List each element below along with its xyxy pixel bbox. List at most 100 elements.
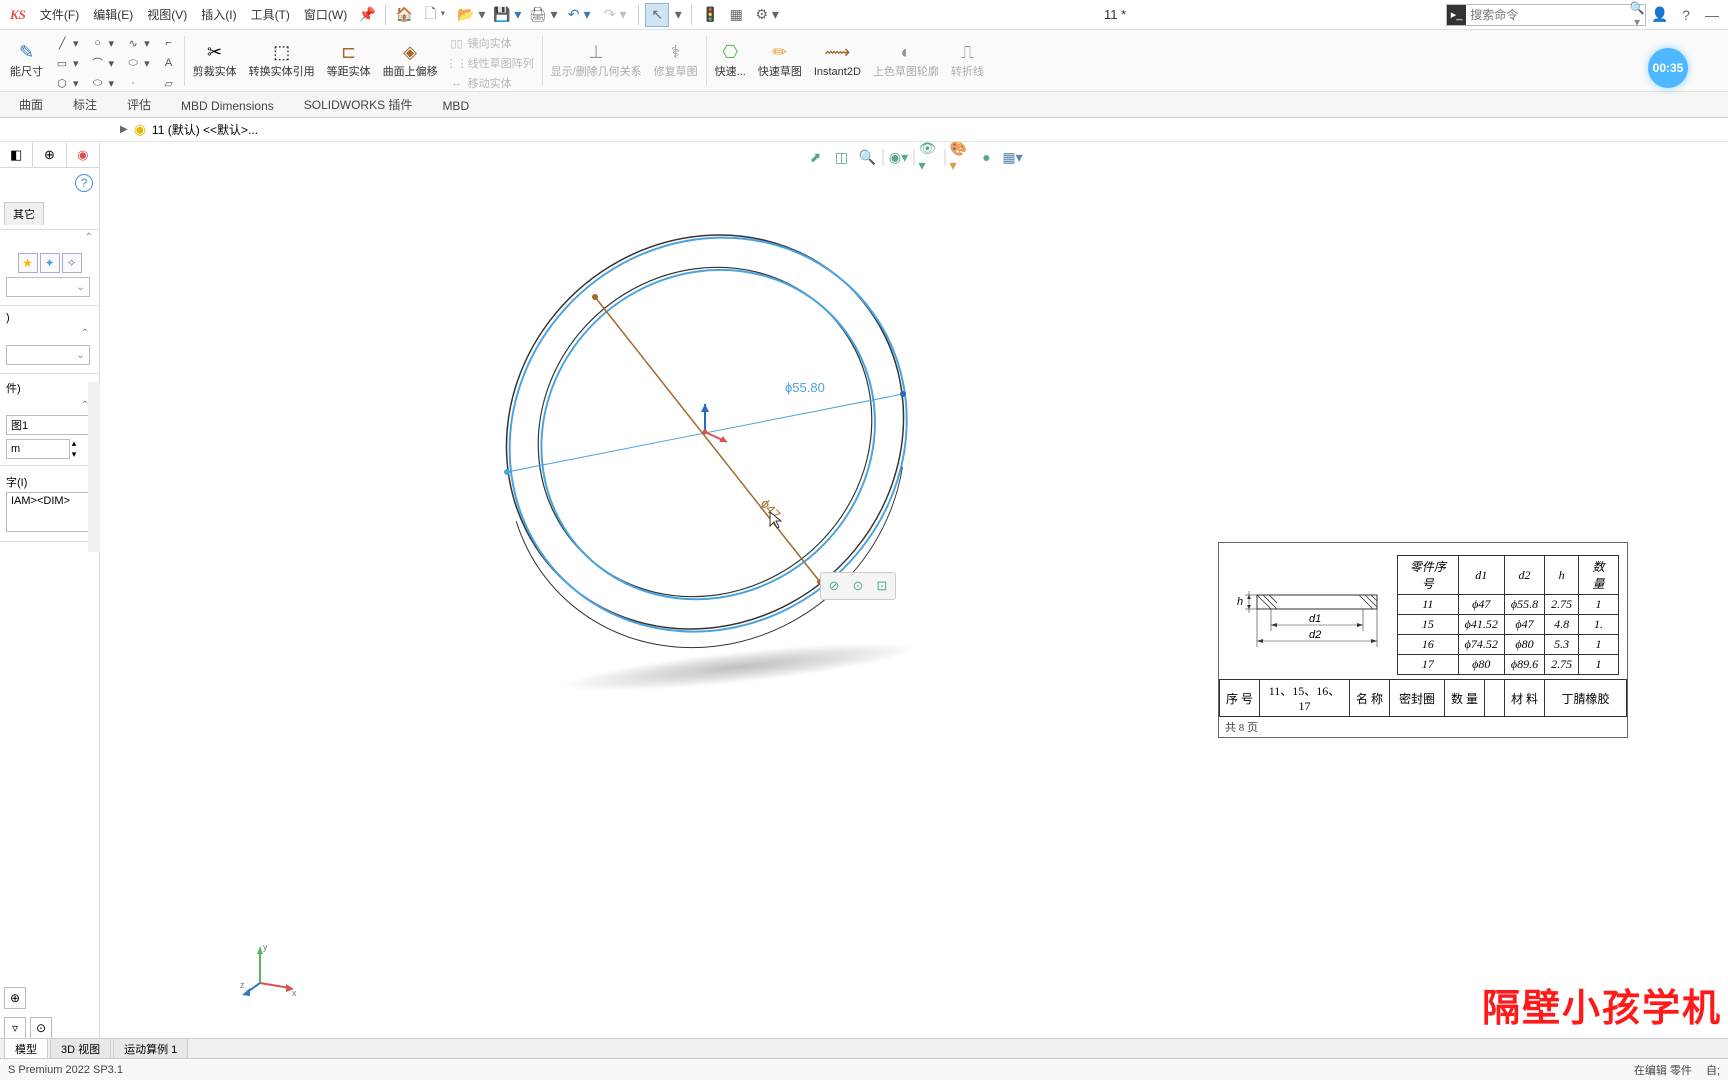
section-collapse-1[interactable]: ⌃ bbox=[0, 230, 99, 245]
slot-tool[interactable]: ⬭▾ bbox=[122, 54, 154, 72]
offset-button[interactable]: ⊏ 等距实体 bbox=[321, 32, 377, 88]
ctx-autodim-icon[interactable]: ⊙ bbox=[847, 575, 869, 597]
trim-button[interactable]: ✂ 剪裁实体 bbox=[187, 32, 243, 88]
side-dropdown-2[interactable]: ⌄ bbox=[6, 345, 90, 365]
breadcrumb-part-name[interactable]: 11 (默认) <<默认>... bbox=[152, 121, 258, 138]
surface-offset-button[interactable]: ◈ 曲面上偏移 bbox=[377, 32, 444, 88]
home-icon[interactable]: 🏠 bbox=[392, 3, 416, 27]
rebuild-icon[interactable]: 🚦 bbox=[698, 3, 722, 27]
search-input[interactable] bbox=[1466, 8, 1629, 22]
menu-insert[interactable]: 插入(I) bbox=[195, 2, 242, 27]
side-input-2[interactable] bbox=[6, 439, 70, 459]
btab-model[interactable]: 模型 bbox=[4, 1038, 48, 1059]
tab-mbd[interactable]: MBD bbox=[427, 94, 484, 117]
render-icon[interactable]: ▦▾ bbox=[1002, 146, 1024, 168]
search-type-icon[interactable]: 🔍▾ bbox=[1629, 1, 1645, 29]
appearance-icon[interactable]: 🎨▾ bbox=[950, 146, 972, 168]
graphics-viewport[interactable]: ⬈ ◫ 🔍 ◉▾ 👁▾ 🎨▾ ● ▦▾ bbox=[100, 142, 1728, 1058]
options-icon[interactable]: ▦ bbox=[724, 3, 748, 27]
scene-icon[interactable]: ● bbox=[976, 146, 998, 168]
dim-text-area[interactable]: IAM><DIM> bbox=[6, 492, 90, 532]
display-style-icon[interactable]: ◉▾ bbox=[888, 146, 910, 168]
plane-tool[interactable]: ▱ bbox=[158, 74, 180, 92]
btab-3dview[interactable]: 3D 视图 bbox=[50, 1038, 111, 1059]
convert-entities-button[interactable]: ⬚ 转换实体引用 bbox=[243, 32, 321, 88]
panel-tab-2[interactable]: ⊕ bbox=[33, 142, 66, 167]
menu-edit[interactable]: 编辑(E) bbox=[87, 2, 139, 27]
poly-tool[interactable]: ⬡▾ bbox=[51, 74, 83, 92]
side-input-1[interactable] bbox=[6, 415, 90, 435]
side-tool-center[interactable]: ⊕ bbox=[4, 987, 26, 1009]
user-icon[interactable]: 👤 bbox=[1648, 3, 1672, 27]
panel-tab-1[interactable]: ◧ bbox=[0, 142, 33, 167]
spinner-down[interactable]: ▾ bbox=[72, 449, 77, 460]
spline-tool[interactable]: ∿▾ bbox=[122, 34, 154, 52]
sketch-tools-3: ∿▾ ⬭▾ · bbox=[120, 32, 156, 94]
tab-evaluate[interactable]: 评估 bbox=[112, 91, 166, 117]
rect-tool[interactable]: ▭▾ bbox=[51, 54, 83, 72]
side-tool-a[interactable]: ▿ bbox=[4, 1017, 26, 1039]
quick-sketch-button[interactable]: ✏ 快速草图 bbox=[752, 32, 808, 88]
app-logo: KS bbox=[4, 7, 32, 23]
open-icon[interactable]: 📂 ▾ bbox=[454, 3, 488, 27]
minimize-icon[interactable]: — bbox=[1700, 3, 1724, 27]
axis-triad[interactable]: y x z bbox=[240, 938, 300, 998]
section-collapse-3[interactable]: ⌃ bbox=[4, 398, 95, 413]
print-icon[interactable]: 🖨 ▾ bbox=[526, 3, 560, 27]
panel-subtab-other[interactable]: 其它 bbox=[4, 202, 44, 225]
status-bar: S Premium 2022 SP3.1 在编辑 零件 自; bbox=[0, 1058, 1728, 1080]
panel-tab-3[interactable]: ◉ bbox=[67, 142, 99, 167]
menu-window[interactable]: 窗口(W) bbox=[298, 2, 353, 27]
command-tabs: 曲面 标注 评估 MBD Dimensions SOLIDWORKS 插件 MB… bbox=[0, 92, 1728, 118]
ref-th-1: d1 bbox=[1458, 556, 1504, 595]
select-icon[interactable]: ↖ bbox=[645, 3, 669, 27]
settings-icon[interactable]: ⚙ ▾ bbox=[750, 3, 784, 27]
pin-icon[interactable]: 📌 bbox=[355, 3, 379, 27]
ctx-lock-icon[interactable]: ⊡ bbox=[871, 575, 893, 597]
circle-tool[interactable]: ○▾ bbox=[87, 34, 119, 52]
breadcrumb-expand-icon[interactable]: ▶ bbox=[120, 124, 128, 135]
ref-th-4: 数 量 bbox=[1579, 556, 1619, 595]
side-tool-b[interactable]: ⊙ bbox=[30, 1017, 52, 1039]
spinner-up[interactable]: ▴ bbox=[72, 438, 77, 449]
panel-help-icon[interactable]: ? bbox=[75, 174, 93, 192]
view-orient-icon[interactable]: ⬈ bbox=[805, 146, 827, 168]
undo-icon[interactable]: ↶ ▾ bbox=[562, 3, 596, 27]
quick-snap-button[interactable]: ⎔ 快速... bbox=[709, 32, 752, 88]
menu-view[interactable]: 视图(V) bbox=[141, 2, 193, 27]
save-icon[interactable]: 💾 ▾ bbox=[490, 3, 524, 27]
snap-btn-1[interactable]: ★ bbox=[18, 253, 38, 273]
menu-file[interactable]: 文件(F) bbox=[34, 2, 85, 27]
menu-tools[interactable]: 工具(T) bbox=[245, 2, 296, 27]
help-icon[interactable]: ? bbox=[1674, 3, 1698, 27]
repair-sketch-button: ⚕ 修复草图 bbox=[648, 32, 704, 88]
side-dropdown-1[interactable]: ⌄ bbox=[6, 277, 90, 297]
line-tool[interactable]: ╱▾ bbox=[51, 34, 83, 52]
btab-motion[interactable]: 运动算例 1 bbox=[113, 1038, 188, 1059]
snap-btn-2[interactable]: ✦ bbox=[40, 253, 60, 273]
ctx-ok-icon[interactable]: ⊘ bbox=[823, 575, 845, 597]
section-view-icon[interactable]: 👁▾ bbox=[919, 146, 941, 168]
point-tool[interactable]: · bbox=[122, 74, 154, 92]
svg-text:d1: d1 bbox=[1309, 613, 1321, 625]
select-dd-icon[interactable]: ▾ bbox=[671, 3, 685, 27]
smart-dimension-button[interactable]: ✎ 能尺寸 bbox=[4, 32, 49, 88]
breadcrumb-bar: ▶ ◉ 11 (默认) <<默认>... bbox=[0, 118, 1728, 142]
tab-mbd-dims[interactable]: MBD Dimensions bbox=[166, 94, 289, 117]
arc-tool[interactable]: ⌒▾ bbox=[87, 54, 119, 72]
tab-surface[interactable]: 曲面 bbox=[4, 91, 58, 117]
new-icon[interactable]: 🗋 ▾ bbox=[418, 3, 452, 27]
redo-icon[interactable]: ↷ ▾ bbox=[598, 3, 632, 27]
tab-addins[interactable]: SOLIDWORKS 插件 bbox=[289, 91, 428, 117]
tab-annotate[interactable]: 标注 bbox=[58, 91, 112, 117]
snap-btn-3[interactable]: ✧ bbox=[62, 253, 82, 273]
fillet-tool[interactable]: ⌐ bbox=[158, 34, 180, 52]
instant2d-button[interactable]: ⟿ Instant2D bbox=[808, 32, 867, 88]
ellipse-tool[interactable]: ⬭▾ bbox=[87, 74, 119, 92]
search-box[interactable]: ▸_ 🔍▾ bbox=[1446, 4, 1646, 26]
section-collapse-2[interactable]: ⌃ bbox=[4, 326, 95, 341]
zoom-area-icon[interactable]: 🔍 bbox=[857, 146, 879, 168]
zoom-fit-icon[interactable]: ◫ bbox=[831, 146, 853, 168]
search-icon: ▸_ bbox=[1447, 5, 1466, 25]
text-tool[interactable]: A bbox=[158, 54, 180, 72]
